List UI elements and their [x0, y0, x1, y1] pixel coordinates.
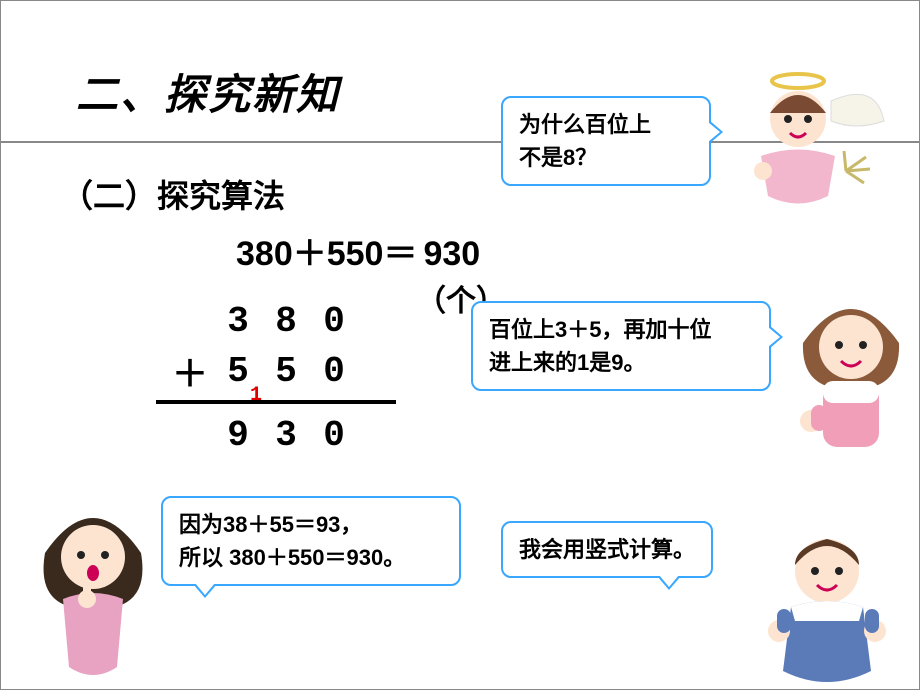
bubble-question-l2: 不是8？	[519, 145, 597, 170]
vertical-row-1: 3 8 0	[166, 296, 396, 346]
section-subtitle: （二）探究算法	[61, 171, 285, 217]
vc-d-1-2: 8	[262, 301, 310, 342]
vc-d-2-3: 0	[310, 351, 358, 392]
equation-lhs: 380＋550＝	[236, 235, 417, 273]
bubble-reason-l1: 因为38＋55＝93，	[179, 512, 362, 537]
equation-answer: 930	[423, 235, 480, 273]
vc-d-1-3: 0	[310, 301, 358, 342]
girl-right-icon	[783, 281, 920, 481]
bubble-question-l1: 为什么百位上	[519, 112, 651, 137]
bubble-explain-l1: 百位上3＋5，再加十位	[489, 317, 711, 342]
bubble-reasoning: 因为38＋55＝93， 所以 380＋550＝930。	[161, 496, 461, 586]
vertical-calculation: 3 8 0 ＋ 5 5 0 1 9 3 0	[166, 296, 396, 460]
vertical-row-result: 9 3 0	[166, 410, 396, 460]
equation-line: 380＋550＝930	[236, 226, 480, 275]
angel-child-icon	[736, 61, 891, 211]
vc-d-3-2: 3	[262, 415, 310, 456]
boy-right-icon	[741, 521, 916, 696]
carry-digit: 1	[250, 384, 262, 407]
vertical-rule-line	[156, 400, 396, 404]
vc-d-1-1: 3	[214, 301, 262, 342]
vc-d-3-3: 0	[310, 415, 358, 456]
girl-left-icon	[29, 491, 164, 691]
bubble-reason-l2: 所以 380＋550＝930。	[179, 545, 405, 570]
vc-d-3-1: 9	[214, 415, 262, 456]
bubble-explain-l2: 进上来的1是9。	[489, 350, 645, 375]
vc-plus-sign: ＋	[166, 345, 214, 397]
bubble-vertical-method: 我会用竖式计算。	[501, 521, 713, 578]
bubble-question: 为什么百位上 不是8？	[501, 96, 711, 186]
bubble-explain-hundreds: 百位上3＋5，再加十位 进上来的1是9。	[471, 301, 771, 391]
vertical-row-2: ＋ 5 5 0 1	[166, 346, 396, 396]
bubble-vertical-text: 我会用竖式计算。	[519, 537, 695, 562]
section-title: 二、探究新知	[76, 61, 340, 122]
vc-d-2-2: 5	[262, 351, 310, 392]
